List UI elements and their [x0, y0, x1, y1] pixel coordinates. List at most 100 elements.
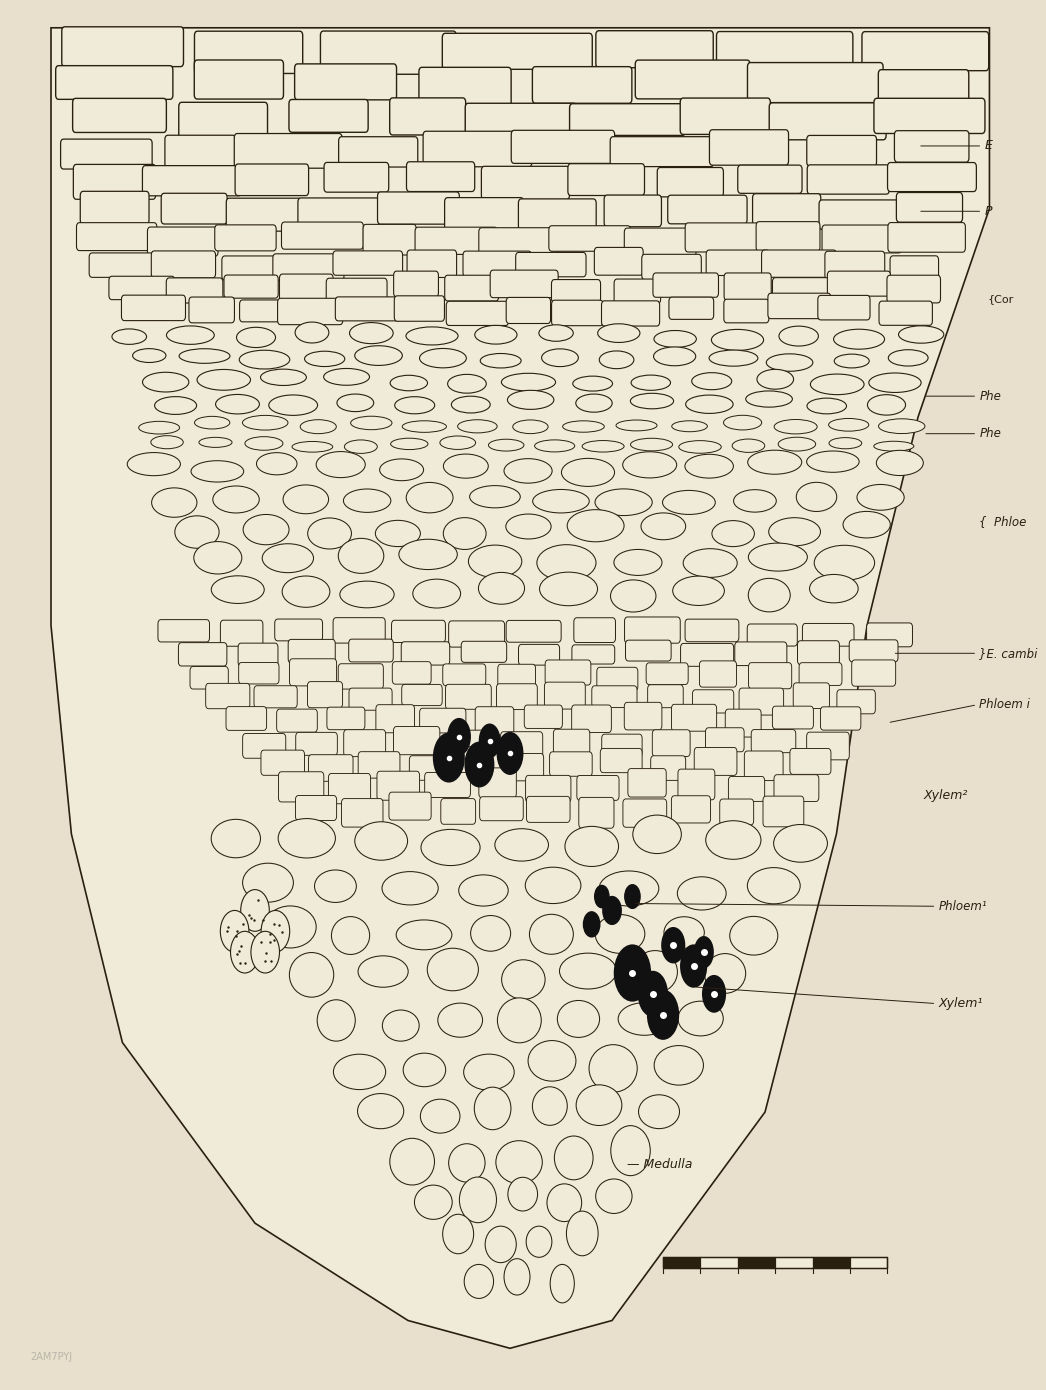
FancyBboxPatch shape: [818, 296, 870, 320]
Ellipse shape: [262, 910, 290, 952]
Ellipse shape: [290, 952, 334, 997]
Ellipse shape: [589, 1045, 637, 1093]
FancyBboxPatch shape: [179, 642, 227, 666]
Ellipse shape: [315, 870, 357, 902]
FancyBboxPatch shape: [526, 796, 570, 823]
FancyBboxPatch shape: [221, 620, 263, 646]
Ellipse shape: [390, 438, 428, 449]
Ellipse shape: [191, 460, 244, 482]
FancyBboxPatch shape: [480, 796, 523, 820]
FancyBboxPatch shape: [224, 275, 278, 299]
FancyBboxPatch shape: [506, 620, 561, 642]
FancyBboxPatch shape: [887, 275, 940, 303]
FancyBboxPatch shape: [681, 644, 733, 666]
Ellipse shape: [479, 724, 500, 758]
Ellipse shape: [746, 391, 793, 407]
Ellipse shape: [624, 885, 640, 909]
Ellipse shape: [243, 416, 288, 430]
FancyBboxPatch shape: [389, 792, 431, 820]
FancyBboxPatch shape: [498, 664, 536, 691]
Bar: [775, 1257, 813, 1268]
Ellipse shape: [195, 417, 230, 430]
FancyBboxPatch shape: [454, 746, 492, 776]
FancyBboxPatch shape: [549, 752, 592, 776]
FancyBboxPatch shape: [295, 795, 337, 820]
FancyBboxPatch shape: [740, 688, 783, 714]
Ellipse shape: [526, 1226, 552, 1258]
FancyBboxPatch shape: [851, 660, 895, 687]
Ellipse shape: [583, 441, 624, 452]
Ellipse shape: [567, 510, 624, 542]
Ellipse shape: [695, 937, 713, 967]
FancyBboxPatch shape: [685, 619, 738, 642]
Ellipse shape: [420, 1099, 460, 1133]
FancyBboxPatch shape: [667, 195, 747, 224]
FancyBboxPatch shape: [576, 776, 619, 801]
Ellipse shape: [567, 1211, 598, 1255]
Ellipse shape: [139, 421, 180, 434]
FancyBboxPatch shape: [737, 165, 802, 193]
FancyBboxPatch shape: [763, 796, 803, 827]
Text: Phloem¹: Phloem¹: [938, 899, 987, 913]
FancyBboxPatch shape: [572, 645, 615, 664]
FancyBboxPatch shape: [109, 277, 175, 300]
Ellipse shape: [748, 543, 808, 571]
FancyBboxPatch shape: [578, 798, 614, 828]
Ellipse shape: [334, 1054, 386, 1090]
Ellipse shape: [540, 573, 597, 606]
Ellipse shape: [292, 442, 333, 452]
FancyBboxPatch shape: [445, 275, 499, 300]
Text: 2AM7PYJ: 2AM7PYJ: [30, 1352, 73, 1362]
FancyBboxPatch shape: [837, 689, 876, 714]
Ellipse shape: [550, 1265, 574, 1302]
FancyBboxPatch shape: [336, 297, 402, 321]
Ellipse shape: [142, 373, 189, 392]
Ellipse shape: [843, 512, 890, 538]
FancyBboxPatch shape: [394, 296, 445, 321]
Ellipse shape: [857, 485, 904, 510]
FancyBboxPatch shape: [491, 270, 559, 297]
Ellipse shape: [867, 395, 906, 416]
Ellipse shape: [282, 575, 329, 607]
FancyBboxPatch shape: [61, 139, 152, 170]
FancyBboxPatch shape: [802, 624, 854, 646]
FancyBboxPatch shape: [592, 685, 637, 708]
FancyBboxPatch shape: [614, 279, 661, 303]
FancyBboxPatch shape: [448, 730, 485, 755]
Ellipse shape: [560, 954, 616, 988]
FancyBboxPatch shape: [653, 730, 690, 756]
Ellipse shape: [496, 1141, 542, 1184]
FancyBboxPatch shape: [214, 225, 276, 250]
FancyBboxPatch shape: [475, 706, 514, 735]
Ellipse shape: [414, 1186, 452, 1219]
FancyBboxPatch shape: [73, 164, 156, 199]
Ellipse shape: [338, 538, 384, 573]
FancyBboxPatch shape: [705, 728, 744, 752]
Ellipse shape: [179, 349, 230, 363]
Bar: [663, 1257, 887, 1268]
Ellipse shape: [508, 1177, 538, 1211]
Ellipse shape: [615, 945, 651, 1001]
FancyBboxPatch shape: [445, 197, 524, 231]
Ellipse shape: [595, 1179, 632, 1213]
Ellipse shape: [337, 393, 373, 411]
Ellipse shape: [748, 450, 801, 474]
FancyBboxPatch shape: [344, 730, 386, 756]
FancyBboxPatch shape: [651, 756, 686, 780]
FancyBboxPatch shape: [601, 734, 642, 758]
FancyBboxPatch shape: [793, 682, 829, 709]
FancyBboxPatch shape: [235, 164, 309, 196]
Ellipse shape: [599, 350, 634, 368]
Ellipse shape: [835, 354, 869, 368]
FancyBboxPatch shape: [446, 684, 492, 709]
Text: {Cor: {Cor: [987, 293, 1014, 304]
FancyBboxPatch shape: [728, 777, 765, 802]
Ellipse shape: [828, 418, 869, 431]
FancyBboxPatch shape: [290, 659, 337, 685]
FancyBboxPatch shape: [879, 302, 932, 325]
Ellipse shape: [595, 915, 644, 954]
FancyBboxPatch shape: [806, 733, 849, 760]
Ellipse shape: [513, 420, 548, 434]
FancyBboxPatch shape: [240, 300, 291, 322]
FancyBboxPatch shape: [717, 32, 852, 70]
